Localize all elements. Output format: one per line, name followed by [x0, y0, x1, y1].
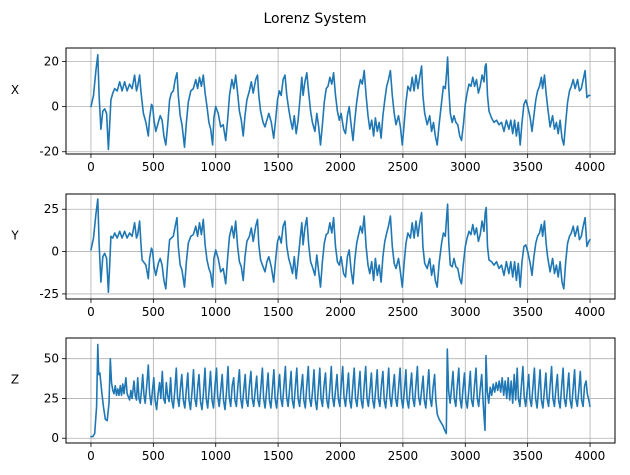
- y-tick-label: -20: [39, 145, 59, 159]
- y-tick-label: 25: [44, 202, 59, 216]
- x-tick-label: 500: [142, 305, 165, 319]
- x-tick-label: 3000: [450, 305, 481, 319]
- x-tick-label: 500: [142, 160, 165, 174]
- subplot-x: 0 500 1000 1500 2000 2500 3000 3500 4000 -20 0 20 X: [11, 47, 616, 174]
- x-tick-label: 4000: [575, 449, 606, 463]
- x-tick-label: 0: [87, 449, 95, 463]
- x-tick-label: 500: [142, 449, 165, 463]
- series-line-x: [90, 54, 591, 151]
- series-line-y: [90, 198, 591, 293]
- x-tick-label: 1000: [200, 449, 231, 463]
- x-tick-label: 1000: [200, 305, 231, 319]
- x-tick-label: 2000: [325, 305, 356, 319]
- x-tick-label: 4000: [575, 305, 606, 319]
- x-tick-label: 3500: [512, 160, 543, 174]
- y-axis-label: X: [11, 83, 19, 97]
- y-tick-label: 50: [44, 352, 59, 366]
- x-tick-label: 0: [87, 160, 95, 174]
- y-axis-label: Y: [10, 229, 19, 243]
- x-tick-label: 1500: [263, 449, 294, 463]
- x-tick-label: 0: [87, 305, 95, 319]
- x-tick-label: 3000: [450, 449, 481, 463]
- y-tick-label: 0: [51, 100, 59, 114]
- y-tick-label: 0: [51, 245, 59, 259]
- x-tick-label: 3000: [450, 160, 481, 174]
- x-tick-label: 2500: [388, 449, 419, 463]
- subplot-panels: 0 500 1000 1500 2000 2500 3000 3500 4000-20020X0…: [10, 47, 616, 463]
- x-tick-label: 2500: [388, 160, 419, 174]
- x-tick-label: 4000: [575, 160, 606, 174]
- x-tick-label: 1500: [263, 305, 294, 319]
- y-axis-label: Z: [11, 373, 19, 387]
- y-tick-label: -25: [39, 287, 59, 301]
- y-tick-label: 0: [51, 431, 59, 445]
- x-tick-label: 2000: [325, 160, 356, 174]
- subplot-z: 0 500 1000 1500 2000 2500 3000 3500 4000 0 25 50 Z: [11, 337, 616, 463]
- series-line-z: [90, 343, 591, 438]
- x-tick-label: 1500: [263, 160, 294, 174]
- x-tick-label: 3500: [512, 449, 543, 463]
- y-tick-label: 20: [44, 55, 59, 69]
- x-tick-label: 1000: [200, 160, 231, 174]
- chart-title: Lorenz System: [263, 11, 366, 27]
- subplot-y: 0 500 1000 1500 2000 2500 3000 3500 4000 -25 0 25 Y: [10, 193, 616, 319]
- x-tick-label: 2500: [388, 305, 419, 319]
- x-tick-label: 2000: [325, 449, 356, 463]
- y-tick-label: 25: [44, 391, 59, 405]
- x-tick-label: 3500: [512, 305, 543, 319]
